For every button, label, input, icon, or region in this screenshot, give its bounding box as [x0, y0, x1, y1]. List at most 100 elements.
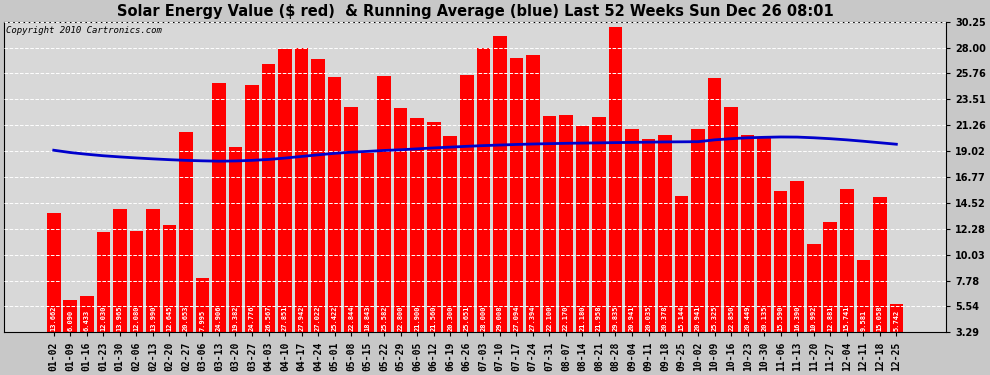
Bar — [642, 140, 655, 332]
Text: 20.449: 20.449 — [744, 305, 750, 331]
Text: 24.906: 24.906 — [216, 305, 222, 331]
Text: 25.651: 25.651 — [463, 305, 470, 331]
Bar — [295, 48, 308, 332]
Bar — [47, 213, 60, 332]
Bar — [675, 196, 688, 332]
Text: 6.433: 6.433 — [84, 309, 90, 331]
Bar — [725, 107, 738, 332]
Bar — [626, 129, 639, 332]
Text: 13.990: 13.990 — [149, 305, 155, 331]
Bar — [807, 244, 821, 332]
Text: 6.090: 6.090 — [67, 309, 73, 331]
Text: 20.035: 20.035 — [645, 305, 651, 331]
Text: 27.022: 27.022 — [315, 305, 321, 331]
Text: 22.844: 22.844 — [348, 305, 354, 331]
Bar — [377, 75, 391, 332]
Text: 27.094: 27.094 — [514, 305, 520, 331]
Bar — [774, 190, 787, 332]
Bar — [411, 118, 424, 332]
Bar — [130, 231, 144, 332]
Bar — [476, 48, 490, 332]
Text: 18.843: 18.843 — [364, 305, 370, 331]
Text: 19.382: 19.382 — [233, 305, 239, 331]
Text: 27.942: 27.942 — [299, 305, 305, 331]
Bar — [246, 85, 258, 332]
Text: 15.058: 15.058 — [877, 305, 883, 331]
Text: 27.394: 27.394 — [530, 305, 536, 331]
Text: 27.851: 27.851 — [282, 305, 288, 331]
Text: 15.741: 15.741 — [843, 305, 849, 331]
Text: 15.144: 15.144 — [678, 305, 684, 331]
Bar — [840, 189, 853, 332]
Bar — [328, 77, 342, 332]
Bar — [97, 232, 110, 332]
Bar — [493, 36, 507, 332]
Text: 7.995: 7.995 — [199, 309, 206, 331]
Text: 28.000: 28.000 — [480, 305, 486, 331]
Bar — [741, 135, 754, 332]
Text: 12.645: 12.645 — [166, 305, 172, 331]
Text: 16.390: 16.390 — [794, 305, 800, 331]
Text: 5.742: 5.742 — [893, 309, 899, 331]
Bar — [526, 55, 540, 332]
Text: 20.378: 20.378 — [662, 305, 668, 331]
Bar — [261, 64, 275, 332]
Bar — [80, 296, 94, 332]
Bar — [543, 116, 556, 332]
Text: 22.170: 22.170 — [563, 305, 569, 331]
Text: 24.776: 24.776 — [249, 305, 255, 331]
Text: 25.422: 25.422 — [332, 305, 338, 331]
Text: 13.965: 13.965 — [117, 305, 123, 331]
Text: 21.180: 21.180 — [579, 305, 585, 331]
Bar — [708, 78, 722, 332]
Bar — [873, 197, 887, 332]
Bar — [575, 126, 589, 332]
Bar — [229, 147, 243, 332]
Text: 20.653: 20.653 — [183, 305, 189, 331]
Text: 12.881: 12.881 — [828, 305, 834, 331]
Bar — [510, 58, 523, 332]
Bar — [394, 108, 408, 332]
Text: 21.958: 21.958 — [596, 305, 602, 331]
Text: 9.581: 9.581 — [860, 309, 866, 331]
Bar — [311, 59, 325, 332]
Bar — [427, 122, 441, 332]
Bar — [63, 300, 77, 332]
Text: 22.850: 22.850 — [728, 305, 735, 331]
Bar — [609, 27, 623, 332]
Text: 22.100: 22.100 — [546, 305, 552, 331]
Text: 10.992: 10.992 — [811, 305, 817, 331]
Text: 29.835: 29.835 — [613, 305, 619, 331]
Text: 25.582: 25.582 — [381, 305, 387, 331]
Text: 20.300: 20.300 — [447, 305, 453, 331]
Text: 12.080: 12.080 — [134, 305, 140, 331]
Bar — [196, 278, 209, 332]
Text: 26.567: 26.567 — [265, 305, 271, 331]
Bar — [559, 115, 572, 332]
Text: 20.941: 20.941 — [629, 305, 635, 331]
Bar — [790, 182, 804, 332]
Text: 22.800: 22.800 — [398, 305, 404, 331]
Bar — [460, 75, 473, 332]
Title: Solar Energy Value ($ red)  & Running Average (blue) Last 52 Weeks Sun Dec 26 08: Solar Energy Value ($ red) & Running Ave… — [117, 4, 834, 19]
Text: 21.560: 21.560 — [431, 305, 437, 331]
Bar — [113, 209, 127, 332]
Bar — [691, 129, 705, 332]
Bar — [658, 135, 672, 332]
Text: Copyright 2010 Cartronics.com: Copyright 2010 Cartronics.com — [6, 26, 162, 35]
Text: 13.662: 13.662 — [50, 305, 56, 331]
Bar — [856, 260, 870, 332]
Bar — [890, 304, 903, 332]
Text: 12.030: 12.030 — [100, 305, 106, 331]
Text: 29.008: 29.008 — [497, 305, 503, 331]
Bar — [824, 222, 837, 332]
Bar — [278, 50, 292, 332]
Text: 20.135: 20.135 — [761, 305, 767, 331]
Bar — [179, 132, 193, 332]
Bar — [162, 225, 176, 332]
Text: 20.941: 20.941 — [695, 305, 701, 331]
Text: 15.590: 15.590 — [778, 305, 784, 331]
Bar — [212, 83, 226, 332]
Bar — [757, 138, 771, 332]
Bar — [592, 117, 606, 332]
